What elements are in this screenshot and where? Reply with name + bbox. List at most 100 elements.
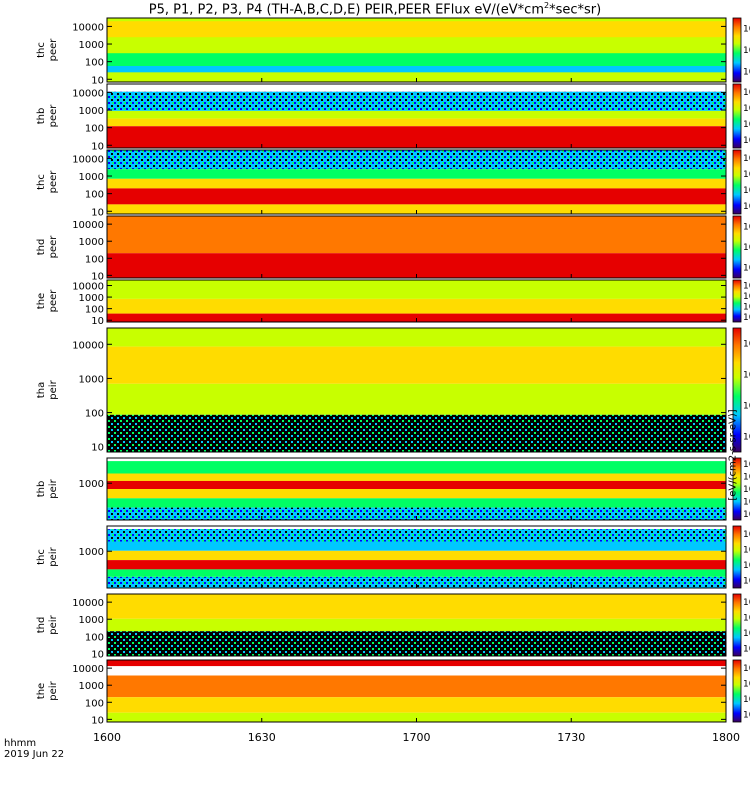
colorbar-tick-label: 10⁴ — [743, 613, 750, 623]
spectrogram-band — [107, 21, 726, 38]
colorbar-tick-label: 10⁵ — [743, 292, 750, 302]
spectrogram-band — [107, 541, 726, 551]
y-tick-label: 1000 — [79, 547, 104, 558]
y-axis-label-line2: peer — [48, 235, 59, 259]
y-axis-label-line1: thc — [36, 174, 47, 190]
y-tick-label: 10000 — [72, 22, 104, 33]
colorbar-tick-label: 10⁷ — [743, 281, 750, 291]
spectrogram-band — [107, 66, 726, 73]
colorbar — [732, 659, 742, 723]
spectrogram-band — [107, 169, 726, 179]
y-tick-label: 10000 — [72, 598, 104, 609]
spectrogram-band — [107, 697, 726, 713]
y-axis-label: thd peir — [36, 614, 59, 634]
y-tick-label: 1000 — [79, 106, 104, 117]
spectrogram-band — [107, 675, 726, 698]
colorbar — [732, 279, 742, 323]
spectrogram-band — [107, 461, 726, 474]
x-tick-label: 1630 — [248, 731, 276, 744]
colorbar-tick-label: 10⁶ — [743, 545, 750, 555]
colorbar-tick-label: 10⁶ — [743, 25, 750, 35]
spectrogram-band — [107, 660, 726, 667]
spectrogram-band — [107, 618, 726, 632]
y-tick-label: 1000 — [79, 172, 104, 183]
y-tick-label: 1000 — [79, 479, 104, 490]
y-axis-label: thd peer — [36, 235, 59, 259]
y-tick-label: 10 — [91, 141, 104, 152]
y-axis-label: the peer — [36, 289, 59, 313]
y-axis-label: thb peer — [36, 104, 59, 128]
y-tick-label: 10 — [91, 443, 104, 454]
y-tick-label: 1000 — [79, 681, 104, 692]
spectrogram-band — [107, 126, 726, 148]
y-tick-label: 1000 — [79, 237, 104, 248]
y-tick-label: 10 — [91, 271, 104, 282]
y-tick-label: 1000 — [79, 615, 104, 626]
colorbar — [732, 593, 742, 657]
y-axis-label-line1: thc — [36, 549, 47, 565]
colorbar-tick-label: 10⁴ — [743, 561, 750, 571]
x-tick-label: 1600 — [93, 731, 121, 744]
colorbar-tick-label: 10² — [743, 402, 750, 412]
colorbar — [732, 327, 742, 453]
colorbar-tick-label: 10⁶ — [743, 664, 750, 674]
y-tick-label: 10000 — [72, 340, 104, 351]
colorbar-tick-label: 10⁶ — [743, 170, 750, 180]
colorbar-tick-label: 10² — [743, 136, 750, 146]
spectrogram-band — [107, 216, 726, 254]
spectrogram-band — [107, 569, 726, 577]
spectrogram-band — [107, 53, 726, 66]
y-axis-label-line1: tha — [36, 382, 47, 398]
y-tick-label: 10 — [91, 316, 104, 327]
colorbar-tick-label: 10⁸ — [743, 88, 750, 98]
spectrogram-band — [107, 178, 726, 189]
spectrogram-band — [107, 72, 726, 82]
spectrogram-band — [107, 253, 726, 278]
colorbar-tick-label: 10³ — [743, 302, 750, 312]
y-axis-label-line2: peir — [48, 546, 59, 566]
colorbar-tick-label: 10⁴ — [743, 679, 750, 689]
colorbar-tick-label: 10² — [743, 67, 750, 77]
colorbar — [732, 457, 742, 521]
colorbar-tick-label: 10⁶ — [743, 460, 750, 470]
x-tick-label: 1730 — [557, 731, 585, 744]
spectrogram-band — [107, 328, 726, 347]
y-tick-label: 10000 — [72, 664, 104, 675]
y-tick-label: 1000 — [79, 293, 104, 304]
y-axis-label-line2: peir — [48, 614, 59, 634]
spectrogram-band — [107, 204, 726, 214]
spectrogram-band — [107, 526, 726, 530]
spectrogram-band — [107, 631, 726, 656]
y-axis-label-line1: thd — [36, 239, 47, 256]
colorbar-tick-label: 10² — [743, 576, 750, 586]
spectrogram-band — [107, 473, 726, 481]
y-tick-label: 10 — [91, 207, 104, 218]
colorbar — [732, 149, 742, 215]
spectrogram-band — [107, 458, 726, 462]
spectrogram-band — [107, 480, 726, 489]
y-axis-label-line2: peir — [48, 379, 59, 399]
spectrogram-band — [107, 560, 726, 570]
colorbar-tick-label: 10⁶ — [743, 340, 750, 350]
spectrogram-band — [107, 84, 726, 92]
y-tick-label: 10 — [91, 715, 104, 726]
y-tick-label: 100 — [85, 254, 104, 265]
y-tick-label: 100 — [85, 190, 104, 201]
spectrogram-band — [107, 346, 726, 384]
colorbar-tick-label: 10² — [743, 264, 750, 274]
y-tick-label: 1000 — [79, 374, 104, 385]
spectrogram-band — [107, 150, 726, 170]
colorbar — [732, 525, 742, 589]
y-axis-label-line1: the — [36, 683, 47, 699]
colorbar-tick-label: 10² — [743, 202, 750, 212]
